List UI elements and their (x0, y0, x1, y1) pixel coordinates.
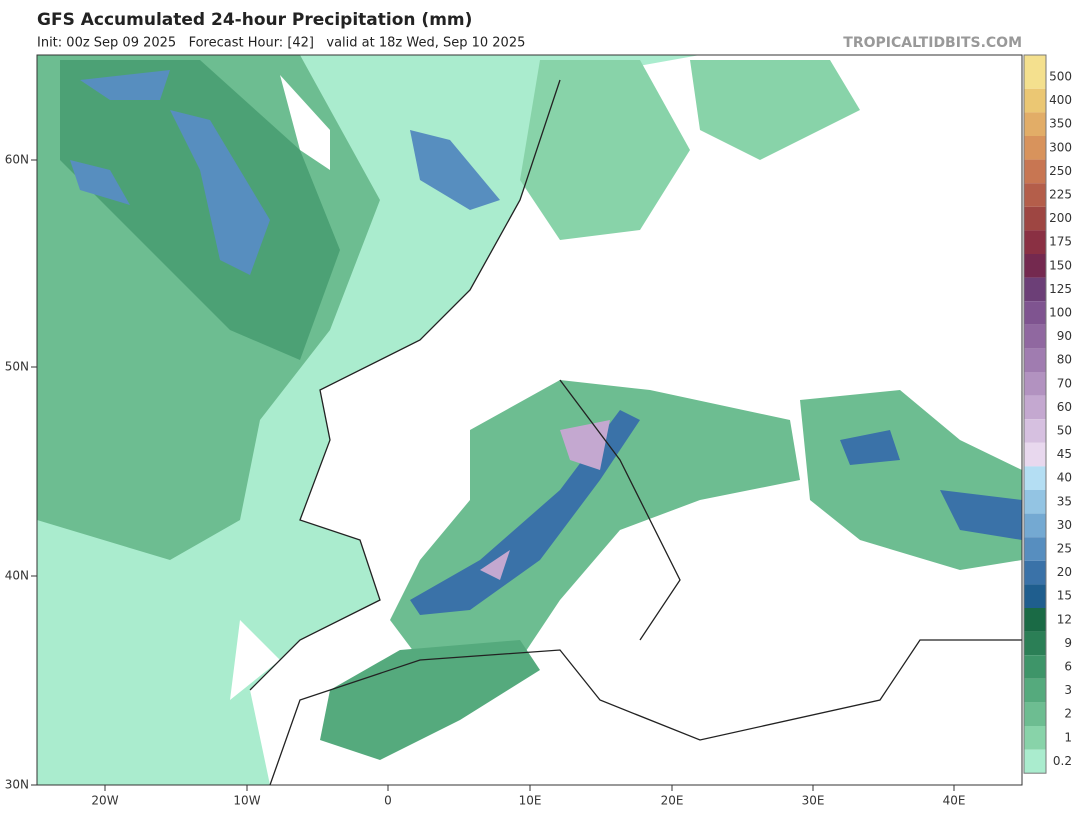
legend-label: 9 (1064, 636, 1072, 650)
dry-area (230, 75, 330, 700)
legend-label: 20 (1057, 565, 1072, 579)
legend-swatch (1024, 372, 1046, 396)
coastline (249, 79, 1022, 785)
legend-label: 30 (1057, 518, 1072, 532)
rain-area (690, 60, 860, 160)
legend-swatch (1024, 726, 1046, 750)
legend-swatch (1024, 206, 1046, 231)
legend-label: 400 (1049, 93, 1072, 107)
legend-label: 0.2 (1053, 754, 1072, 768)
legend-swatch (1024, 749, 1046, 774)
ocean-rain (60, 60, 340, 360)
legend-label: 300 (1049, 140, 1072, 154)
axes: 60N 50N 40N 30N 20W 10W 0 10E 20E 30E 40E (5, 153, 966, 808)
legend-label: 45 (1057, 447, 1072, 461)
lon-label: 30E (802, 794, 825, 808)
rain-area (320, 640, 540, 760)
legend-swatch (1024, 136, 1046, 160)
legend-swatch (1024, 277, 1046, 302)
lat-label: 40N (5, 569, 29, 583)
legend-label: 60 (1057, 400, 1072, 414)
legend-label: 25 (1057, 542, 1072, 556)
heavy-rain (840, 430, 1022, 540)
legend-swatch (1024, 324, 1046, 349)
lon-label: 40E (943, 794, 966, 808)
legend-label: 12 (1057, 612, 1072, 626)
heavy-rain (410, 130, 500, 210)
legend-swatch (1024, 655, 1046, 679)
legend-swatch (1024, 254, 1046, 278)
legend-label: 90 (1057, 329, 1072, 343)
legend-label: 350 (1049, 117, 1072, 131)
rain-area (520, 60, 690, 240)
legend-label: 250 (1049, 164, 1072, 178)
legend-swatch (1024, 490, 1046, 514)
legend-label: 3 (1064, 683, 1072, 697)
legend-swatch (1024, 608, 1046, 632)
lat-label: 30N (5, 778, 29, 792)
legend-label: 35 (1057, 494, 1072, 508)
legend-label: 125 (1049, 282, 1072, 296)
legend-label: 2 (1064, 707, 1072, 721)
legend-label: 175 (1049, 235, 1072, 249)
legend-label: 200 (1049, 211, 1072, 225)
lat-label: 60N (5, 153, 29, 167)
map (36, 54, 1023, 786)
legend-label: 70 (1057, 376, 1072, 390)
legend-swatch (1024, 301, 1046, 325)
legend-swatch (1024, 466, 1046, 490)
heavy-rain (70, 70, 170, 205)
legend-label: 50 (1057, 424, 1072, 438)
legend-label: 6 (1064, 660, 1072, 674)
site-name: TROPICALTIDBITS.COM (843, 35, 1022, 51)
very-heavy-rain (480, 420, 610, 580)
legend-swatch (1024, 159, 1046, 184)
legend-frame (1023, 54, 1047, 774)
legend-label: 150 (1049, 258, 1072, 272)
legend-label: 100 (1049, 306, 1072, 320)
legend-swatch (1024, 395, 1046, 420)
heavy-rain (170, 110, 270, 275)
lat-label: 50N (5, 360, 29, 374)
legend-label: 225 (1049, 188, 1072, 202)
legend-swatch (1024, 88, 1046, 113)
legend-label: 15 (1057, 589, 1072, 603)
lon-label: 0 (384, 794, 392, 808)
legend-label: 80 (1057, 353, 1072, 367)
legend-swatch (1024, 702, 1046, 726)
lon-label: 10E (519, 794, 542, 808)
legend-swatch (1024, 183, 1046, 207)
legend: 5004003503002502252001751501251009080706… (1023, 54, 1072, 774)
legend-swatch (1024, 560, 1046, 585)
legend-swatch (1024, 442, 1046, 467)
subtitle: Init: 00z Sep 09 2025 Forecast Hour: [42… (37, 36, 525, 51)
lon-label: 20E (661, 794, 684, 808)
legend-swatch (1024, 631, 1046, 656)
legend-swatch (1024, 230, 1046, 254)
legend-swatch (1024, 419, 1046, 443)
legend-swatch (1024, 112, 1046, 136)
legend-swatch (1024, 348, 1046, 372)
legend-label: 500 (1049, 70, 1072, 84)
legend-swatch (1024, 537, 1046, 561)
legend-swatch (1024, 678, 1046, 703)
lon-label: 10W (233, 794, 260, 808)
lon-label: 20W (91, 794, 118, 808)
legend-swatch (1024, 584, 1046, 608)
legend-label: 40 (1057, 471, 1072, 485)
legend-swatch (1024, 55, 1046, 89)
legend-label: 1 (1064, 730, 1072, 744)
title: GFS Accumulated 24-hour Precipitation (m… (37, 10, 472, 30)
legend-swatch (1024, 513, 1046, 538)
